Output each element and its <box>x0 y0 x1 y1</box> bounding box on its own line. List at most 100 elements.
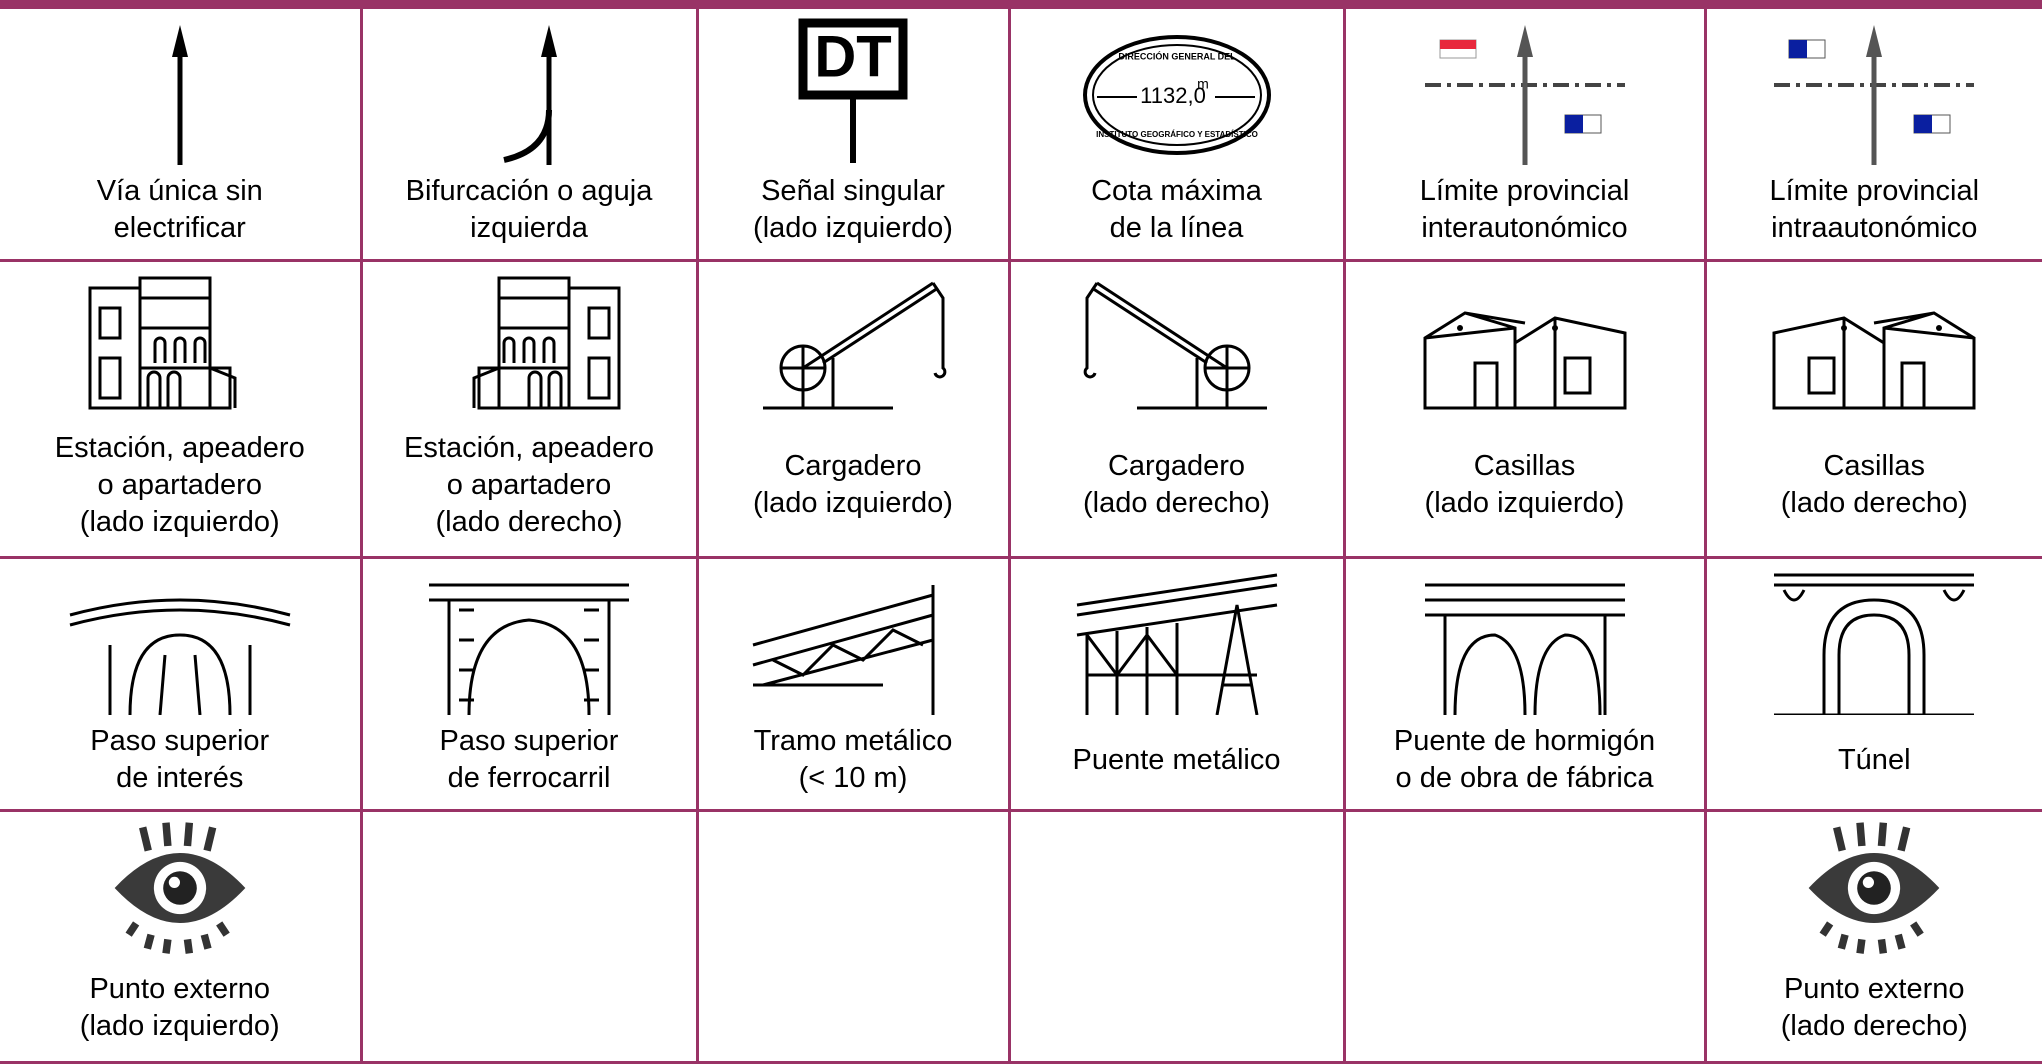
symbol-label: Cargadero(lado izquierdo) <box>753 418 953 556</box>
label-line: Paso superior <box>90 723 269 760</box>
symbol-entry: Casillas(lado derecho) <box>1707 262 2042 556</box>
label-line: Límite provincial <box>1769 173 1979 210</box>
label-line: Tramo metálico <box>754 723 953 760</box>
label-line: (lado izquierdo) <box>753 485 953 522</box>
icon-text: INSTITUTO GEOGRÁFICO Y ESTADÍSTICO <box>1096 130 1258 139</box>
label-line: (lado izquierdo) <box>55 504 305 541</box>
symbol-icon <box>1405 15 1645 165</box>
label-line: Casillas <box>1781 448 1968 485</box>
label-line: Bifurcación o aguja <box>406 173 653 210</box>
icon-text: DIRECCIÓN GENERAL DEL <box>1118 50 1236 61</box>
label-line: intraautonómico <box>1769 210 1979 247</box>
symbol-icon <box>409 15 649 165</box>
label-line: (lado izquierdo) <box>753 210 953 247</box>
label-line: o apartadero <box>55 467 305 504</box>
table-cell <box>697 811 1009 1063</box>
table-cell: Tramo metálico(< 10 m) <box>697 558 1009 811</box>
header-bar <box>0 0 2042 9</box>
table-cell <box>1009 811 1344 1063</box>
label-line: Estación, apeadero <box>404 430 654 467</box>
symbol-icon <box>733 268 973 418</box>
symbol-entry: Punto externo(lado izquierdo) <box>0 812 360 1061</box>
table-cell: Puente metálico <box>1009 558 1344 811</box>
symbol-label: Punto externo(lado derecho) <box>1781 958 1968 1061</box>
symbol-icon <box>1057 268 1297 418</box>
icon-text: m <box>1197 76 1209 92</box>
symbol-icon: DT <box>733 15 973 165</box>
symbol-icon <box>1057 565 1297 715</box>
label-line: de interés <box>90 760 269 797</box>
label-line: electrificar <box>97 210 263 247</box>
symbol-icon <box>409 565 649 715</box>
symbol-icon <box>60 15 300 165</box>
label-line: Casillas <box>1425 448 1625 485</box>
label-line: Vía única sin <box>97 173 263 210</box>
symbol-entry: Tramo metálico(< 10 m) <box>699 559 1008 809</box>
label-line: (lado izquierdo) <box>80 1008 280 1045</box>
symbol-icon <box>733 565 973 715</box>
label-line: Paso superior <box>440 723 619 760</box>
symbol-label: Casillas(lado derecho) <box>1781 418 1968 556</box>
label-line: Cargadero <box>753 448 953 485</box>
symbol-icon <box>60 565 300 715</box>
symbol-label: Casillas(lado izquierdo) <box>1425 418 1625 556</box>
symbol-icon <box>1754 818 1994 958</box>
label-line: Túnel <box>1838 742 1911 779</box>
table-cell <box>361 811 697 1063</box>
label-line: (lado derecho) <box>404 504 654 541</box>
label-line: Punto externo <box>1781 971 1968 1008</box>
symbol-label: Tramo metálico(< 10 m) <box>754 715 953 809</box>
symbol-icon <box>409 268 649 418</box>
symbol-icon <box>1754 268 1994 418</box>
table-cell: Punto externo(lado derecho) <box>1705 811 2042 1063</box>
symbol-label: Túnel <box>1838 715 1911 809</box>
symbol-icon <box>1754 565 1994 715</box>
label-line: Cargadero <box>1083 448 1270 485</box>
symbol-label: Cargadero(lado derecho) <box>1083 418 1270 556</box>
symbol-entry: Casillas(lado izquierdo) <box>1346 262 1704 556</box>
table-cell: Casillas(lado izquierdo) <box>1344 261 1705 558</box>
label-line: Estación, apeadero <box>55 430 305 467</box>
label-line: (lado derecho) <box>1083 485 1270 522</box>
label-line: (< 10 m) <box>754 760 953 797</box>
label-line: Cota máxima <box>1091 173 1262 210</box>
table-cell: Cargadero(lado izquierdo) <box>697 261 1009 558</box>
symbol-label: Punto externo(lado izquierdo) <box>80 958 280 1061</box>
label-line: o apartadero <box>404 467 654 504</box>
symbol-icon <box>1405 565 1645 715</box>
symbol-entry: Cargadero(lado izquierdo) <box>699 262 1008 556</box>
